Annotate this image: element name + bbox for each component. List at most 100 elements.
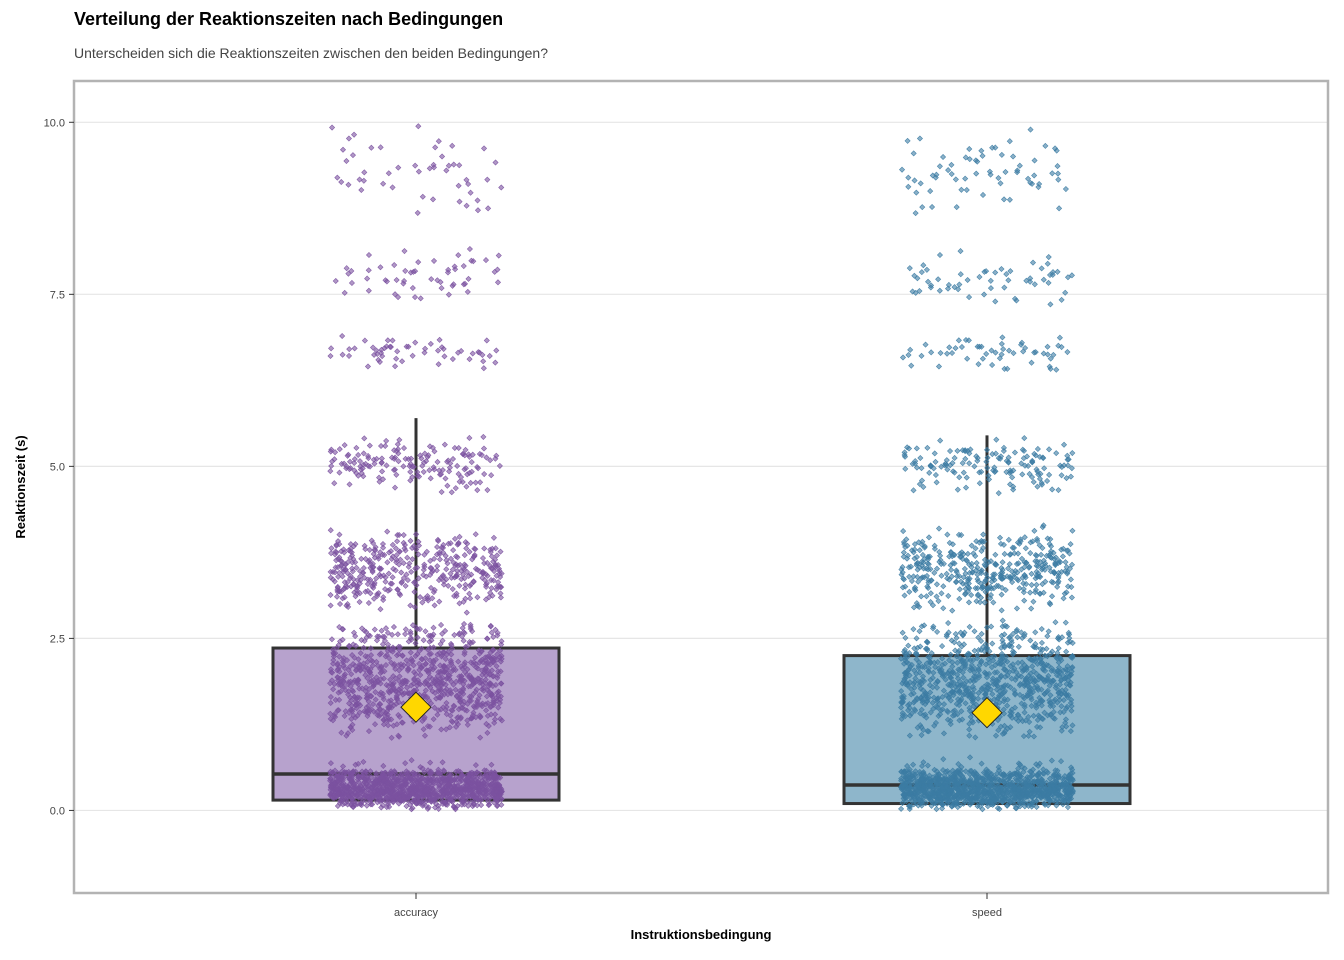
- data-point: [373, 770, 380, 777]
- data-point: [333, 593, 341, 600]
- data-point: [933, 581, 940, 588]
- data-point: [1047, 301, 1054, 308]
- data-point: [468, 459, 475, 466]
- data-point: [945, 620, 952, 627]
- data-point: [400, 280, 407, 287]
- data-point: [1063, 648, 1070, 655]
- data-point: [327, 352, 334, 360]
- data-point: [330, 686, 337, 693]
- data-point: [973, 559, 980, 567]
- data-point: [485, 205, 492, 212]
- data-point: [487, 589, 494, 596]
- data-point: [366, 546, 373, 553]
- data-point: [356, 599, 363, 606]
- points-accuracy: [327, 123, 505, 813]
- data-point: [455, 631, 462, 638]
- data-point: [380, 721, 387, 728]
- data-point: [935, 276, 942, 283]
- data-point: [358, 555, 365, 562]
- data-point: [339, 332, 346, 340]
- data-point: [445, 162, 452, 169]
- data-point: [371, 460, 378, 467]
- data-point: [380, 716, 387, 723]
- data-point: [1002, 168, 1009, 176]
- data-point: [394, 631, 401, 638]
- data-point: [365, 251, 373, 259]
- data-point: [488, 472, 495, 479]
- data-point: [336, 531, 343, 538]
- data-point: [913, 189, 920, 196]
- data-point: [935, 525, 943, 532]
- data-point: [409, 284, 416, 292]
- data-point: [472, 479, 479, 486]
- data-point: [989, 640, 996, 647]
- data-point: [393, 276, 400, 284]
- data-point: [334, 174, 341, 181]
- data-point: [380, 544, 387, 551]
- data-point: [910, 573, 917, 580]
- data-point: [494, 279, 502, 286]
- data-point: [384, 337, 391, 344]
- data-point: [463, 483, 470, 490]
- data-point: [327, 602, 334, 609]
- data-point: [340, 763, 347, 770]
- data-point: [1053, 366, 1060, 373]
- data-point: [456, 198, 463, 205]
- data-point: [331, 456, 338, 463]
- data-point: [481, 545, 488, 552]
- data-point: [1005, 536, 1012, 543]
- data-point: [460, 263, 467, 270]
- data-point: [1054, 268, 1061, 275]
- data-point: [999, 559, 1006, 566]
- data-point: [377, 144, 384, 151]
- data-point: [393, 355, 400, 362]
- data-point: [1062, 186, 1069, 193]
- data-point: [913, 635, 920, 642]
- data-point: [971, 647, 978, 654]
- data-point: [971, 463, 978, 470]
- data-point: [1027, 589, 1034, 596]
- data-point: [954, 447, 961, 454]
- data-point: [905, 183, 912, 190]
- data-point: [389, 541, 396, 548]
- data-point: [480, 358, 487, 365]
- data-point: [910, 150, 917, 157]
- data-point: [331, 551, 339, 558]
- data-point: [918, 352, 925, 359]
- data-point: [345, 181, 352, 188]
- data-point: [329, 124, 336, 131]
- data-point: [400, 560, 407, 567]
- data-point: [461, 585, 469, 592]
- data-point: [1032, 629, 1039, 636]
- data-point: [480, 365, 487, 372]
- data-point: [336, 653, 343, 660]
- data-point: [1007, 268, 1014, 275]
- data-point: [373, 674, 380, 681]
- data-point: [345, 667, 352, 674]
- data-point: [353, 564, 360, 571]
- data-point: [356, 458, 364, 465]
- data-point: [369, 567, 376, 574]
- data-point: [380, 180, 387, 187]
- data-point: [443, 726, 450, 733]
- data-point: [445, 291, 452, 298]
- data-point: [439, 467, 446, 474]
- data-point: [378, 627, 385, 634]
- data-point: [451, 444, 458, 451]
- data-point: [407, 468, 414, 475]
- data-point: [951, 454, 958, 461]
- data-point: [438, 285, 445, 292]
- data-point: [1062, 619, 1069, 626]
- data-point: [966, 623, 973, 630]
- data-point: [392, 545, 399, 552]
- data-point: [488, 585, 495, 592]
- data-point: [989, 361, 996, 368]
- data-point: [331, 480, 338, 487]
- data-point: [409, 556, 416, 563]
- data-point: [497, 548, 504, 555]
- data-point: [343, 157, 350, 165]
- data-point: [1013, 605, 1020, 612]
- data-point: [1006, 347, 1013, 354]
- data-point: [355, 451, 362, 459]
